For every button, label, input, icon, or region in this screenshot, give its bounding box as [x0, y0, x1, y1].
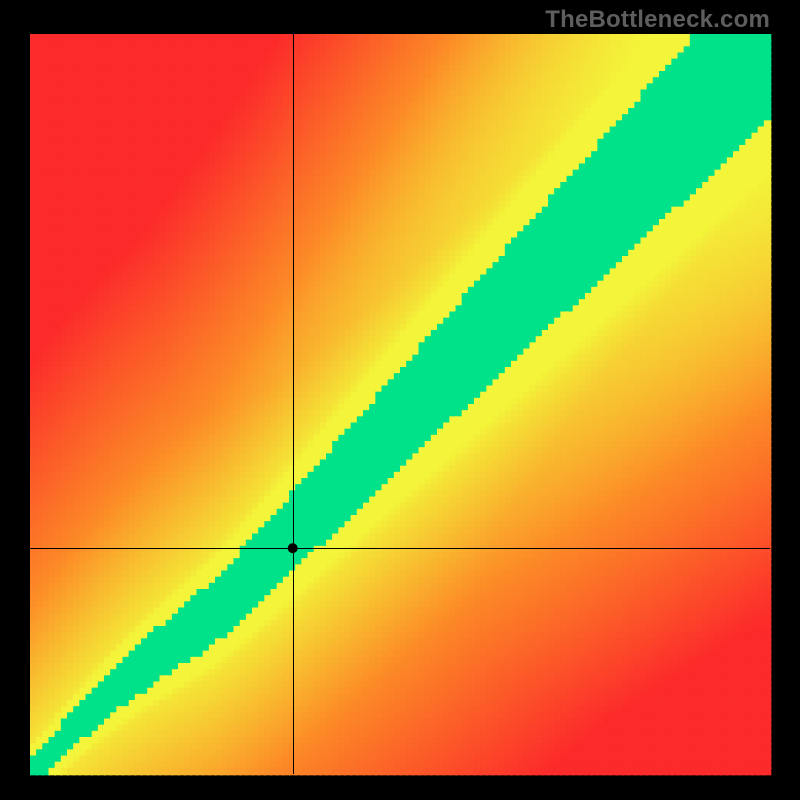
- watermark-text: TheBottleneck.com: [545, 6, 770, 34]
- chart-container: TheBottleneck.com: [0, 0, 800, 800]
- bottleneck-heatmap: [0, 0, 800, 800]
